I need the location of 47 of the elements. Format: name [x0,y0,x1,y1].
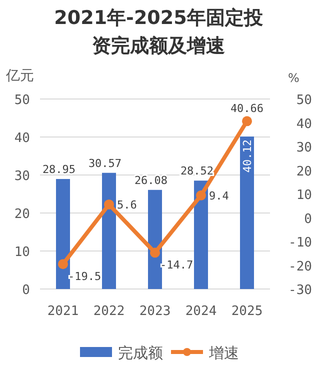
y2-axis-title: % [288,71,300,85]
chart-title: 2021年-2025年固定投资完成额及增速 [53,6,264,59]
data-label: 40.12 [241,140,254,173]
legend-完成额: 完成额 [80,344,163,362]
x-tick-label: 2021 [47,304,79,319]
y-tick-label: 50 [14,93,30,108]
point [150,248,160,258]
y-tick-label: 40 [14,131,30,146]
data-label: 26.08 [134,174,168,187]
legend-label: 完成额 [118,344,163,362]
point [242,116,252,126]
y2-tick-label: -30 [288,283,312,298]
y-axis-title: 亿元 [5,68,34,84]
y2-tick-label: 40 [296,116,312,132]
y2-tick-label: -20 [288,259,312,274]
data-label: -14.7 [160,258,194,272]
data-label: 28.95 [42,162,76,176]
point [196,190,206,200]
legend-label: 增速 [208,344,239,362]
x-tick-label: 2025 [231,304,263,319]
point [58,259,68,270]
x-tick-label: 2022 [93,304,125,319]
bar [56,178,70,289]
y2-tick-label: 30 [296,140,312,156]
legend-增速: 增速 [171,344,239,362]
bar [194,180,208,289]
point [104,199,114,210]
data-label: 40.66 [230,102,264,116]
bar [148,190,162,289]
data-label: 5.6 [117,198,137,212]
y-tick-label: 30 [14,169,30,184]
data-label: 28.52 [180,164,214,178]
y-tick-label: 0 [22,283,30,298]
bar [240,136,254,289]
x-tick-label: 2023 [139,304,171,319]
x-tick-label: 2024 [185,304,217,319]
bar [102,172,116,289]
y2-tick-label: 50 [296,93,312,108]
y2-tick-label: -10 [288,236,312,250]
y2-tick-label: 10 [296,188,312,203]
y-tick-label: 20 [14,207,30,222]
data-label: 30.57 [88,156,122,170]
data-label: -19.5 [68,270,102,284]
y-tick-label: 10 [14,245,30,260]
y2-tick-label: 0 [304,212,312,227]
y2-tick-label: 20 [296,164,312,180]
data-label: 9.4 [209,189,230,202]
